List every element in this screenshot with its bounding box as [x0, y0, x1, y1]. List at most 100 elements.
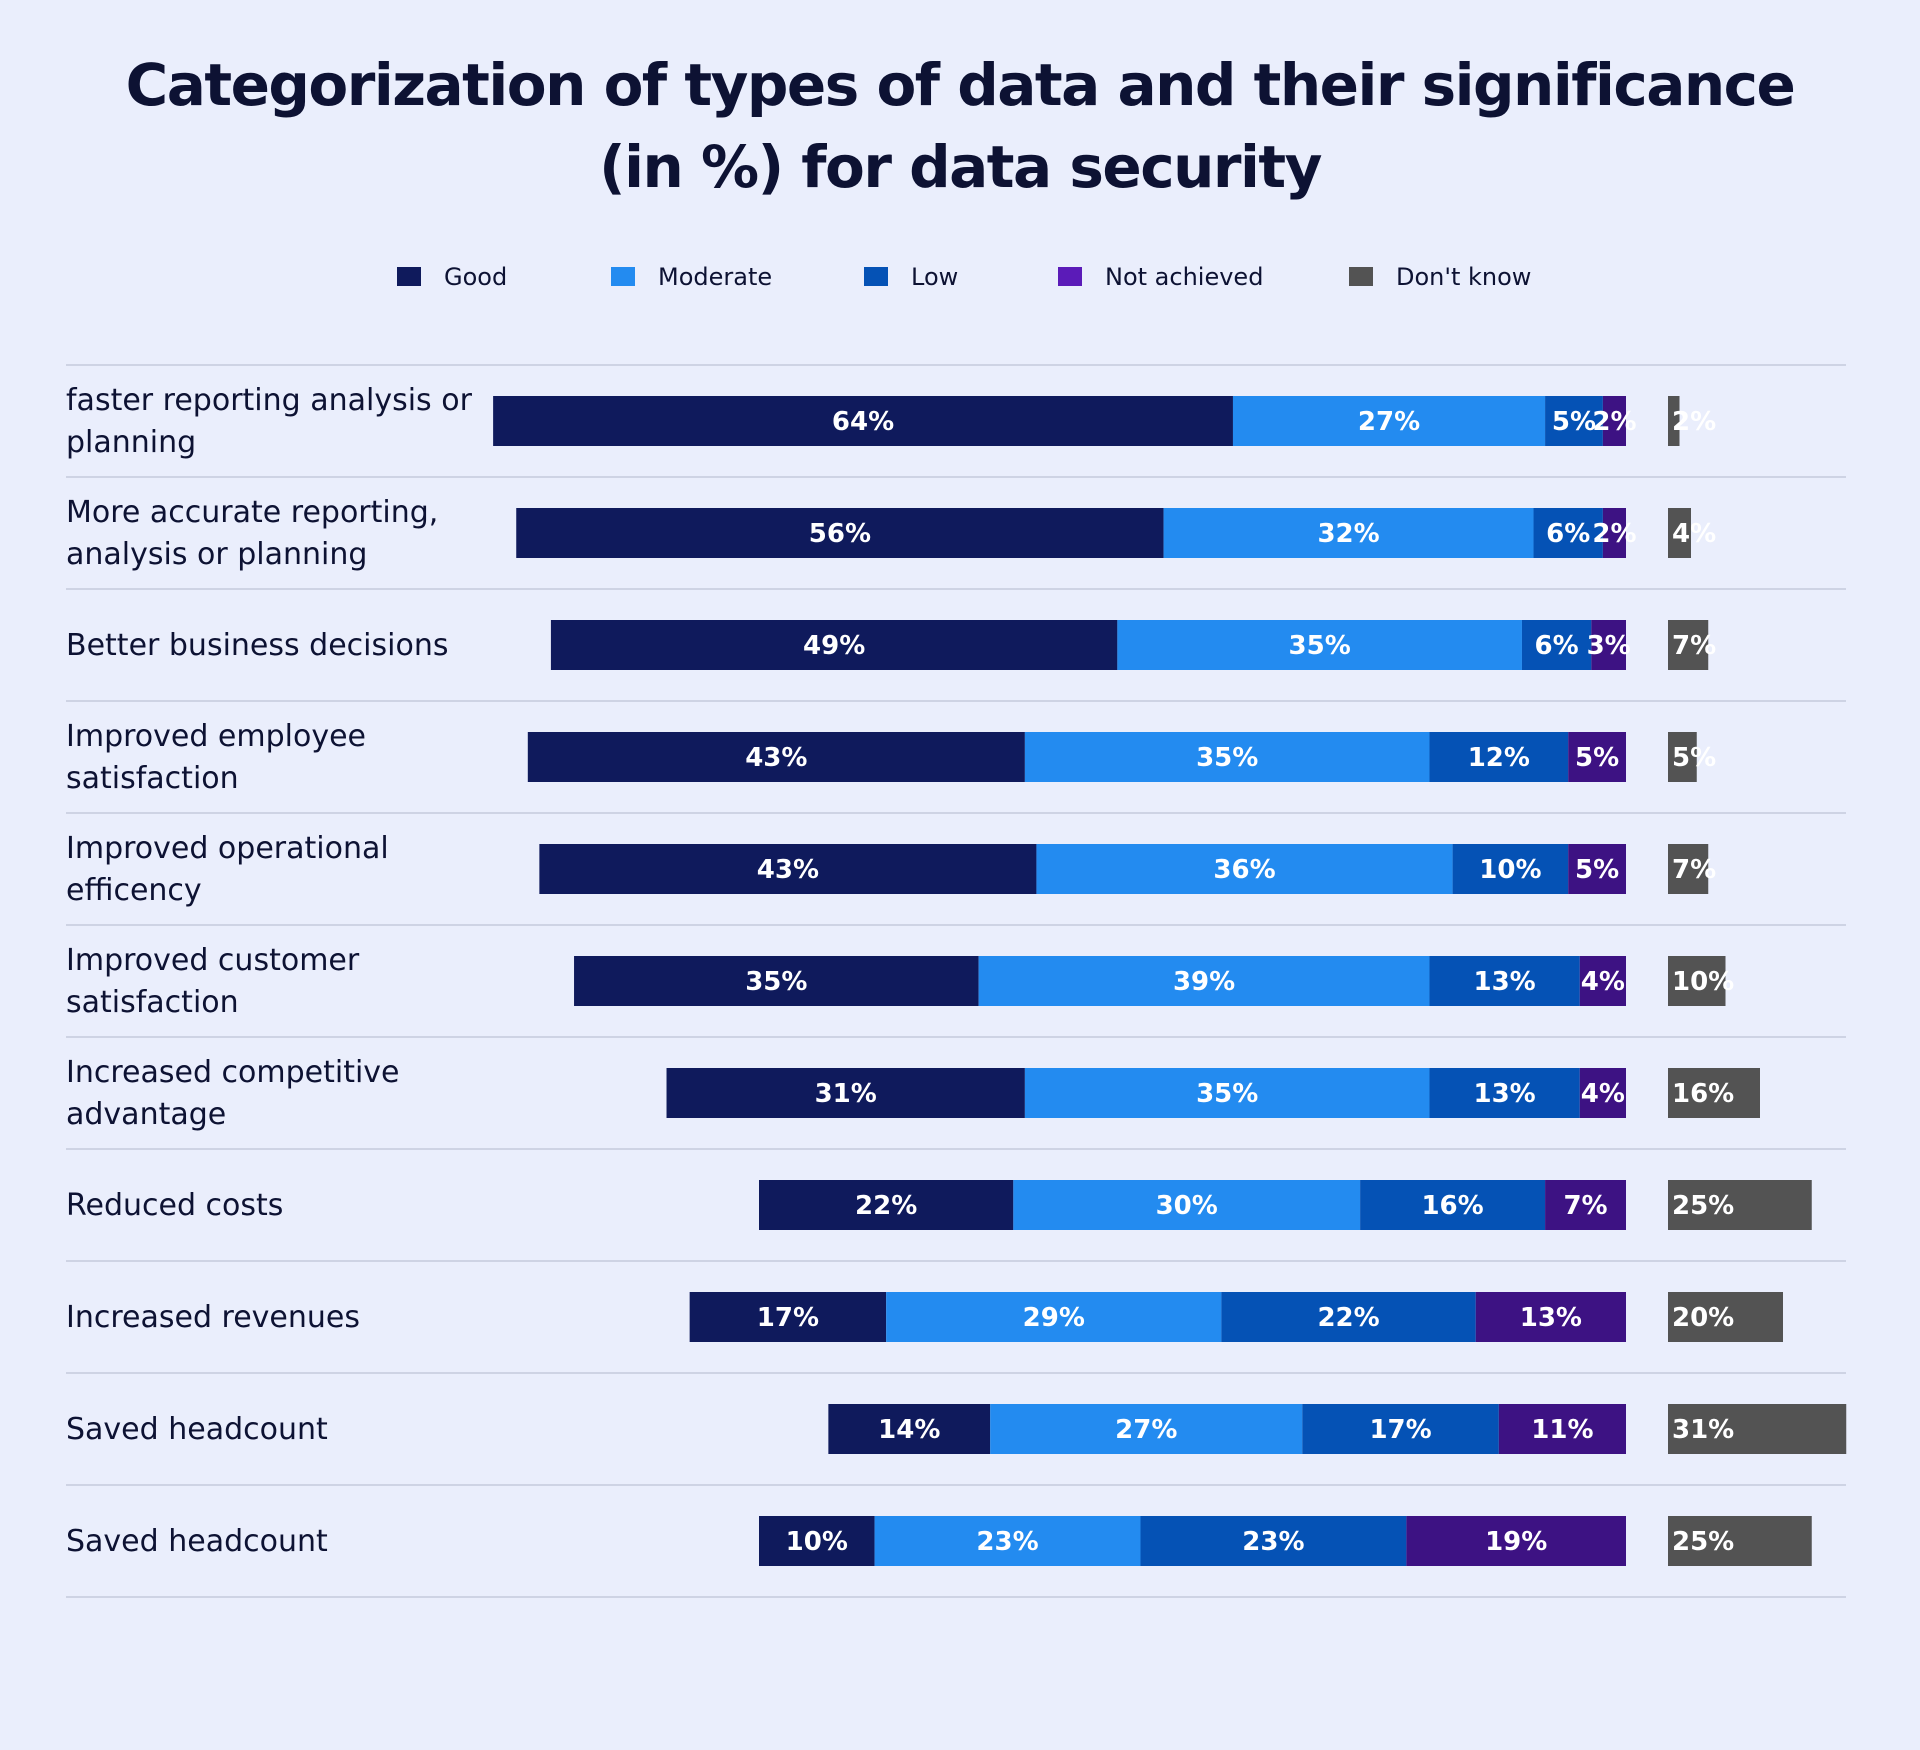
dont-know-label: 7% [1672, 855, 1716, 885]
dont-know-bar [1668, 1180, 1812, 1230]
data-label: 35% [1289, 631, 1351, 661]
bar-segment [1429, 1068, 1580, 1118]
data-label: 32% [1317, 519, 1379, 549]
data-label: 27% [1358, 407, 1420, 437]
category-label: Improved employee satisfaction [66, 719, 366, 796]
bar-segment [1498, 1404, 1626, 1454]
legend-item: Moderate [611, 263, 772, 291]
data-label: 56% [809, 519, 871, 549]
bar-segment [1579, 1068, 1626, 1118]
data-label: 14% [878, 1415, 940, 1445]
dont-know-label: 25% [1672, 1191, 1734, 1221]
bar-segment [1406, 1516, 1626, 1566]
dont-know-bar [1668, 396, 1680, 446]
dont-know-label: 7% [1672, 631, 1716, 661]
chart-row: Improved customer satisfaction 35% 39% 13% 4%… [66, 943, 1734, 1020]
chart-title-line-2: (in %) for data security [599, 133, 1322, 201]
dont-know-bar [1668, 956, 1726, 1006]
category-label-line: Increased competitive [66, 1055, 400, 1090]
dont-know-bar [1668, 844, 1709, 894]
bar-segment [1568, 844, 1626, 894]
data-label: 64% [832, 407, 894, 437]
chart-row: Better business decisions 49% 35% 6% 3% 7% [66, 620, 1716, 670]
data-label: 43% [745, 743, 807, 773]
chart-row: Increased revenues 17% 29% 22% 13% 20% [66, 1292, 1783, 1342]
data-label: 23% [976, 1527, 1038, 1557]
category-label-line: satisfaction [66, 761, 239, 796]
data-label: 30% [1156, 1191, 1218, 1221]
legend-item: Don't know [1349, 263, 1531, 291]
dont-know-bar [1668, 732, 1697, 782]
category-label: faster reporting analysis or planning [66, 383, 473, 460]
bar-segment [516, 508, 1164, 558]
dont-know-bar [1668, 1404, 1847, 1454]
dont-know-label: 5% [1672, 743, 1716, 773]
chart-rows: faster reporting analysis or planning 64% 2… [66, 364, 1847, 1598]
data-label: 12% [1468, 743, 1530, 773]
data-label: 2% [1592, 407, 1636, 437]
bar-segment [1545, 396, 1603, 446]
category-label-line: Reduced costs [66, 1188, 283, 1223]
data-label: 43% [757, 855, 819, 885]
data-label: 7% [1563, 1191, 1607, 1221]
category-label: More accurate reporting, analysis or plan… [66, 495, 438, 572]
chart-row: faster reporting analysis or planning 64% 2… [66, 383, 1716, 460]
category-label-line: Saved headcount [66, 1412, 328, 1447]
bar-segment [574, 956, 979, 1006]
bar-segment [1533, 508, 1603, 558]
chart-row: Increased competitive advantage 31% 35% 13% 4… [66, 1055, 1760, 1132]
dont-know-bar [1668, 1516, 1812, 1566]
data-label: 35% [1196, 743, 1258, 773]
data-label: 4% [1581, 967, 1625, 997]
bar-segment [689, 1292, 887, 1342]
bar-segment [874, 1516, 1141, 1566]
legend-label: Don't know [1396, 263, 1531, 291]
dont-know-label: 25% [1672, 1527, 1734, 1557]
bar-segment [1545, 1180, 1626, 1230]
legend-swatch [397, 267, 421, 286]
bar-segment [828, 1404, 991, 1454]
data-label: 6% [1546, 519, 1590, 549]
category-label-line: faster reporting analysis or [66, 383, 473, 418]
bar-segment [1302, 1404, 1499, 1454]
bar-segment [666, 1068, 1025, 1118]
category-label: Saved headcount [66, 1412, 328, 1447]
chart-row: Saved headcount 10% 23% 23% 19% 25% [66, 1516, 1812, 1566]
legend-label: Not achieved [1105, 263, 1263, 291]
legend-label: Low [911, 263, 958, 291]
bar-segment [978, 956, 1430, 1006]
category-label: Increased competitive advantage [66, 1055, 400, 1132]
data-label: 13% [1520, 1303, 1582, 1333]
bar-segment [1429, 956, 1580, 1006]
category-label-line: analysis or planning [66, 537, 367, 572]
data-label: 22% [855, 1191, 917, 1221]
chart-row: Reduced costs 22% 30% 16% 7% 25% [66, 1180, 1812, 1230]
dont-know-label: 31% [1672, 1415, 1734, 1445]
dont-know-label: 20% [1672, 1303, 1734, 1333]
category-label-line: Improved operational [66, 831, 389, 866]
chart-row: Improved employee satisfaction 43% 35% 12% 5%… [66, 719, 1716, 796]
chart-row: Saved headcount 14% 27% 17% 11% 31% [66, 1404, 1847, 1454]
bar-segment [1568, 732, 1626, 782]
data-label: 35% [745, 967, 807, 997]
category-label: Reduced costs [66, 1188, 283, 1223]
dont-know-label: 2% [1672, 407, 1716, 437]
data-label: 27% [1115, 1415, 1177, 1445]
bar-segment [1013, 1180, 1361, 1230]
data-label: 17% [757, 1303, 819, 1333]
category-label-line: Increased revenues [66, 1300, 360, 1335]
bar-segment [1579, 956, 1626, 1006]
bar-segment [1360, 1180, 1546, 1230]
bar-segment [1221, 1292, 1476, 1342]
bar-segment [527, 732, 1025, 782]
bar-segment [1024, 1068, 1430, 1118]
category-label-line: efficency [66, 873, 202, 908]
data-label: 6% [1535, 631, 1579, 661]
bar-segment [1602, 508, 1626, 558]
chart-legend: Good Moderate Low Not achieved Don't know [397, 263, 1531, 291]
legend-swatch [1349, 267, 1373, 286]
legend-swatch [864, 267, 888, 286]
data-label: 13% [1474, 1079, 1536, 1109]
data-label: 39% [1173, 967, 1235, 997]
